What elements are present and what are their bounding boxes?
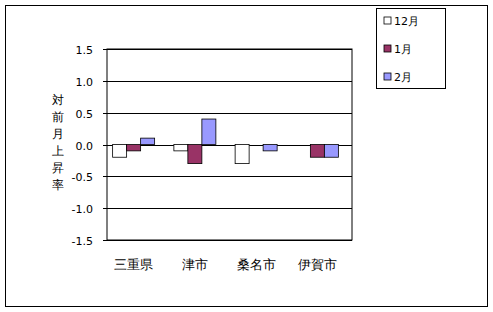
legend-label: 12月 — [394, 15, 419, 28]
category-label: 三重県 — [114, 257, 153, 272]
bar — [310, 145, 324, 158]
y-axis-label: 上 — [52, 144, 64, 158]
legend-label: 2月 — [394, 71, 412, 84]
bar — [296, 144, 310, 145]
tick-mark — [103, 145, 107, 146]
plot-frame — [107, 49, 352, 240]
tick-label: 1.0 — [76, 76, 94, 89]
grid-line — [107, 240, 352, 241]
y-axis-label: 対 — [52, 93, 64, 107]
y-axis-label: 昇 — [52, 161, 64, 175]
tick-label: -0.5 — [72, 171, 93, 184]
tick-mark — [103, 49, 107, 50]
tick-label: 1.5 — [76, 44, 94, 57]
bar — [188, 145, 202, 164]
tick-label: 0.0 — [76, 140, 94, 153]
tick-label: -1.5 — [72, 235, 93, 248]
y-axis-label: 率 — [52, 178, 64, 192]
grid-line — [107, 81, 352, 82]
legend-swatch — [384, 73, 391, 80]
y-axis-label: 月 — [52, 127, 64, 141]
tick-mark — [103, 208, 107, 209]
grid-line — [107, 49, 352, 50]
legend-label: 1月 — [394, 43, 412, 56]
legend-swatch — [384, 17, 391, 24]
legend-swatch — [384, 45, 391, 52]
tick-mark — [103, 176, 107, 177]
category-label: 津市 — [182, 257, 208, 272]
bar — [263, 145, 277, 151]
grid-line — [107, 113, 352, 114]
grid-line — [107, 176, 352, 177]
category-label: 伊賀市 — [298, 257, 337, 272]
chart-frame — [6, 6, 488, 307]
category-label: 桑名市 — [237, 257, 276, 272]
tick-mark — [103, 240, 107, 241]
grid-line — [107, 208, 352, 209]
bar — [113, 145, 127, 158]
bar — [141, 138, 155, 144]
tick-mark — [103, 113, 107, 114]
tick-label: 0.5 — [76, 108, 94, 121]
legend-box — [377, 9, 446, 89]
bar — [249, 144, 263, 145]
tick-mark — [103, 81, 107, 82]
bar — [324, 145, 338, 158]
bar — [202, 119, 216, 144]
y-axis-label: 前 — [52, 110, 64, 124]
bar — [235, 145, 249, 164]
bars — [113, 119, 339, 164]
bar — [127, 145, 141, 151]
tick-label: -1.0 — [72, 203, 93, 216]
bar — [174, 145, 188, 151]
